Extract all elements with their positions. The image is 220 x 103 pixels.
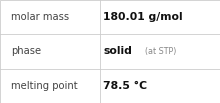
Text: phase: phase: [11, 46, 41, 57]
Text: solid: solid: [103, 46, 132, 57]
Text: 180.01 g/mol: 180.01 g/mol: [103, 12, 183, 22]
Text: (at STP): (at STP): [145, 47, 177, 56]
Text: molar mass: molar mass: [11, 12, 69, 22]
Text: melting point: melting point: [11, 81, 78, 91]
Text: 78.5 °C: 78.5 °C: [103, 81, 148, 91]
